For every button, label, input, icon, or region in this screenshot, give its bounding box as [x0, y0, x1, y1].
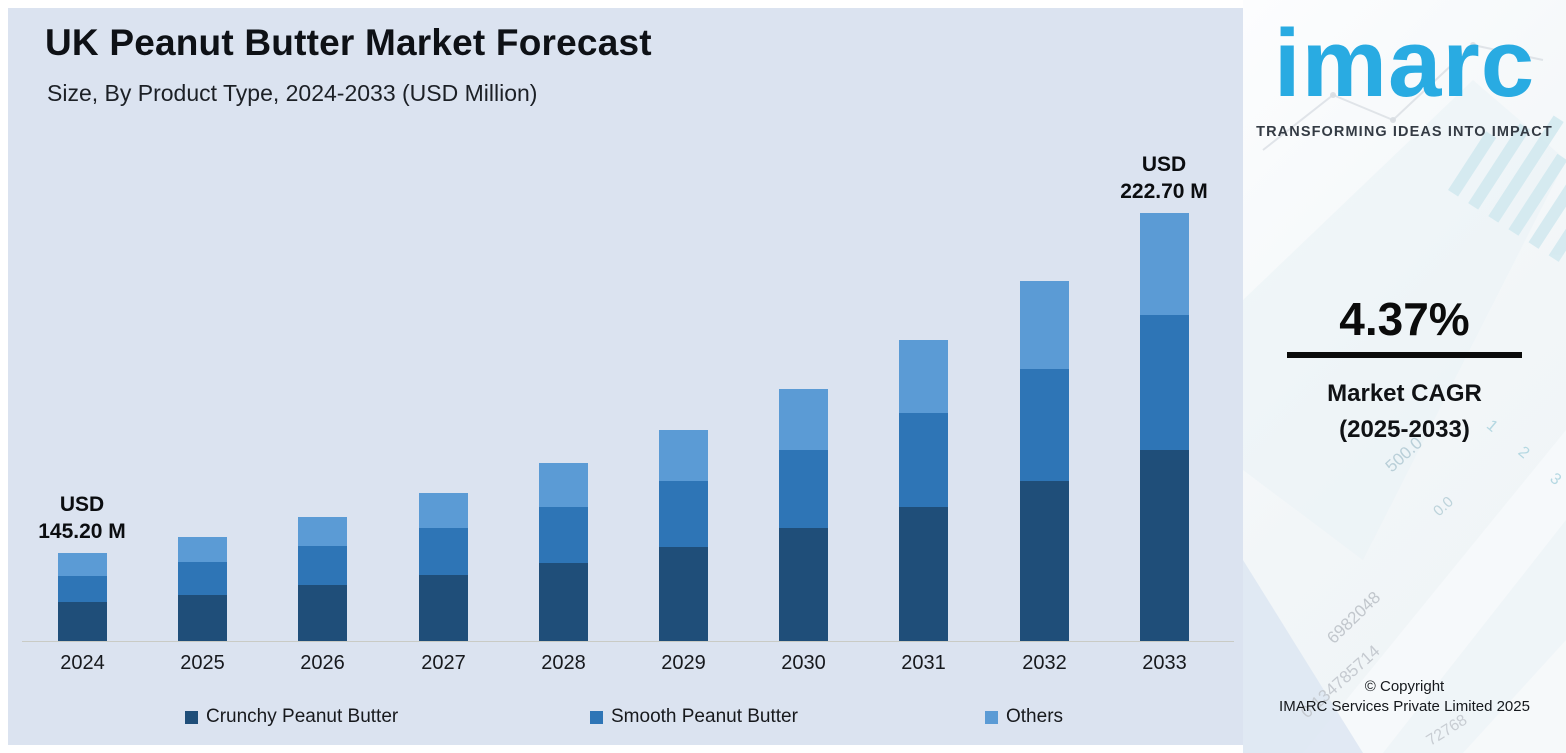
- stacked-bar-2029: [659, 430, 708, 641]
- bar-segment-2028: [539, 563, 588, 641]
- bar-segment-2032: [1020, 369, 1069, 481]
- stacked-bar-2028: [539, 463, 588, 641]
- value-label-2033-line1: USD: [1141, 153, 1187, 176]
- cagr-underline: [1287, 352, 1522, 358]
- bar-segment-2033: [1140, 315, 1189, 450]
- x-axis-label-2029: 2029: [661, 652, 706, 674]
- bar-segment-2029: [659, 430, 708, 481]
- stacked-bar-2024: [58, 553, 107, 641]
- bar-segment-2024: [58, 576, 107, 602]
- stacked-bar-2030: [779, 389, 828, 641]
- chart-subtitle: Size, By Product Type, 2024-2033 (USD Mi…: [47, 80, 538, 106]
- bar-segment-2031: [899, 507, 948, 641]
- legend-swatch: [185, 710, 198, 724]
- bar-segment-2026: [298, 517, 347, 546]
- bar-segment-2024: [58, 553, 107, 576]
- bar-segment-2029: [659, 547, 708, 641]
- x-axis-label-2025: 2025: [180, 652, 225, 674]
- value-label-2024-line1: USD: [59, 493, 105, 516]
- bar-segment-2024: [58, 602, 107, 641]
- value-label-2024: USD 145.20 M: [2, 491, 162, 545]
- stacked-bar-2025: [178, 537, 227, 641]
- x-axis-line: [22, 641, 1234, 642]
- bar-segment-2032: [1020, 481, 1069, 641]
- legend-label: Crunchy Peanut Butter: [206, 706, 399, 727]
- legend-item: Others: [985, 706, 1063, 728]
- stacked-bar-2026: [298, 517, 347, 641]
- chart-title: UK Peanut Butter Market Forecast: [45, 22, 652, 63]
- x-axis-label-2033: 2033: [1142, 652, 1187, 674]
- bar-segment-2026: [298, 585, 347, 641]
- stacked-bar-2027: [419, 493, 468, 641]
- x-axis-label-2030: 2030: [781, 652, 826, 674]
- bar-segment-2030: [779, 389, 828, 450]
- cagr-period: (2025-2033): [1339, 416, 1470, 443]
- x-axis-label-2024: 2024: [60, 652, 105, 674]
- bar-segment-2032: [1020, 281, 1069, 369]
- x-axis-label-2028: 2028: [541, 652, 586, 674]
- value-label-2024-line2: 145.20 M: [38, 520, 126, 543]
- bar-segment-2026: [298, 546, 347, 585]
- bar-segment-2027: [419, 493, 468, 528]
- bar-segment-2031: [899, 340, 948, 413]
- x-axis-label-2032: 2032: [1022, 652, 1067, 674]
- bar-segment-2027: [419, 575, 468, 641]
- cagr-value: 4.37%: [1339, 293, 1470, 345]
- legend-item: Smooth Peanut Butter: [590, 706, 798, 728]
- bar-segment-2025: [178, 537, 227, 562]
- x-axis-label-2031: 2031: [901, 652, 946, 674]
- value-label-2033-line2: 222.70 M: [1120, 180, 1208, 203]
- bar-segment-2028: [539, 507, 588, 563]
- bar-segment-2025: [178, 595, 227, 641]
- stacked-bar-2033: [1140, 213, 1189, 641]
- bar-segment-2028: [539, 463, 588, 507]
- bar-segment-2033: [1140, 213, 1189, 315]
- legend-label: Others: [1006, 706, 1064, 727]
- imarc-tagline: TRANSFORMING IDEAS INTO IMPACT: [1256, 124, 1553, 140]
- legend-swatch: [590, 710, 603, 724]
- legend-swatch: [985, 710, 998, 724]
- cagr-label: Market CAGR: [1327, 380, 1482, 407]
- chart-panel: UK Peanut Butter Market Forecast Size, B…: [8, 8, 1243, 745]
- x-axis-label-2027: 2027: [421, 652, 466, 674]
- bar-segment-2030: [779, 528, 828, 641]
- legend-label: Smooth Peanut Butter: [611, 706, 798, 727]
- value-label-2033: USD 222.70 M: [1084, 151, 1244, 205]
- x-axis-label-2026: 2026: [300, 652, 345, 674]
- legend-item: Crunchy Peanut Butter: [185, 706, 398, 728]
- imarc-logo: imarc: [1273, 10, 1536, 117]
- copyright-line1: © Copyright: [1364, 678, 1445, 695]
- bar-segment-2033: [1140, 450, 1189, 641]
- panel-background-decoration: [1243, 42, 1566, 753]
- stacked-bar-2031: [899, 340, 948, 641]
- copyright-line2: IMARC Services Private Limited 2025: [1279, 698, 1530, 715]
- stacked-bar-2032: [1020, 281, 1069, 641]
- bar-segment-2027: [419, 528, 468, 575]
- bar-segment-2029: [659, 481, 708, 547]
- bar-segment-2031: [899, 413, 948, 507]
- bar-segment-2030: [779, 450, 828, 528]
- bar-segment-2025: [178, 562, 227, 595]
